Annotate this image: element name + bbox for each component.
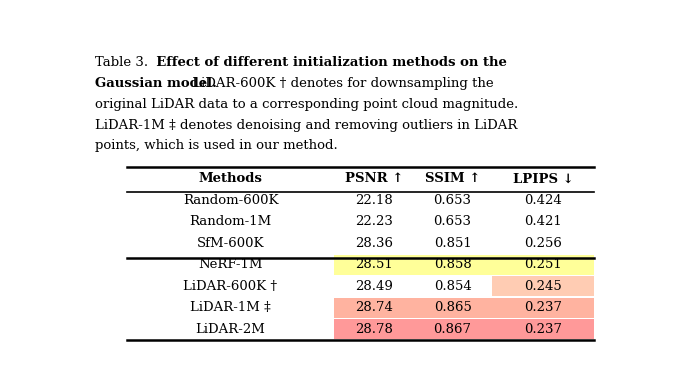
Text: Gaussian model.: Gaussian model. xyxy=(95,77,217,90)
Text: 28.74: 28.74 xyxy=(355,301,393,314)
Text: 0.237: 0.237 xyxy=(524,323,562,336)
Text: PSNR ↑: PSNR ↑ xyxy=(344,173,403,185)
Bar xyxy=(334,319,413,339)
Text: Effect of different initialization methods on the: Effect of different initialization metho… xyxy=(146,56,506,69)
Text: 0.237: 0.237 xyxy=(524,301,562,314)
Bar xyxy=(413,255,492,275)
Text: Table 3.: Table 3. xyxy=(95,56,148,69)
Text: 0.854: 0.854 xyxy=(434,280,471,293)
Text: LiDAR-1M ‡ denotes denoising and removing outliers in LiDAR: LiDAR-1M ‡ denotes denoising and removin… xyxy=(95,118,517,132)
Text: LiDAR-2M: LiDAR-2M xyxy=(196,323,266,336)
Text: LPIPS ↓: LPIPS ↓ xyxy=(513,173,574,185)
Text: 28.49: 28.49 xyxy=(355,280,393,293)
Bar xyxy=(492,255,595,275)
Text: Methods: Methods xyxy=(199,173,262,185)
Text: SSIM ↑: SSIM ↑ xyxy=(425,173,480,185)
Text: 0.653: 0.653 xyxy=(433,194,472,207)
Bar xyxy=(492,319,595,339)
Text: 0.245: 0.245 xyxy=(524,280,562,293)
Text: LiDAR-600K † denotes for downsampling the: LiDAR-600K † denotes for downsampling th… xyxy=(188,77,494,90)
Bar xyxy=(334,298,413,318)
Text: 0.851: 0.851 xyxy=(434,237,471,250)
Bar xyxy=(334,255,413,275)
Text: 28.51: 28.51 xyxy=(355,258,393,271)
Bar xyxy=(492,276,595,296)
Bar xyxy=(413,298,492,318)
Text: SfM-600K: SfM-600K xyxy=(197,237,264,250)
Text: LiDAR-1M ‡: LiDAR-1M ‡ xyxy=(191,301,271,314)
Text: 0.421: 0.421 xyxy=(524,216,562,228)
Text: Random-1M: Random-1M xyxy=(189,216,272,228)
Text: 0.424: 0.424 xyxy=(524,194,562,207)
Text: original LiDAR data to a corresponding point cloud magnitude.: original LiDAR data to a corresponding p… xyxy=(95,98,519,111)
Text: 0.653: 0.653 xyxy=(433,216,472,228)
Text: points, which is used in our method.: points, which is used in our method. xyxy=(95,139,338,152)
Bar xyxy=(492,298,595,318)
Text: LiDAR-600K †: LiDAR-600K † xyxy=(184,280,277,293)
Text: 22.18: 22.18 xyxy=(355,194,393,207)
Text: 0.256: 0.256 xyxy=(524,237,562,250)
Text: 22.23: 22.23 xyxy=(355,216,393,228)
Bar xyxy=(413,319,492,339)
Text: 0.858: 0.858 xyxy=(434,258,471,271)
Text: 28.36: 28.36 xyxy=(355,237,393,250)
Text: Random-600K: Random-600K xyxy=(183,194,278,207)
Text: 0.867: 0.867 xyxy=(433,323,472,336)
Text: 0.865: 0.865 xyxy=(434,301,471,314)
Text: 28.78: 28.78 xyxy=(355,323,393,336)
Text: NeRF-1M: NeRF-1M xyxy=(198,258,263,271)
Text: 0.251: 0.251 xyxy=(524,258,562,271)
